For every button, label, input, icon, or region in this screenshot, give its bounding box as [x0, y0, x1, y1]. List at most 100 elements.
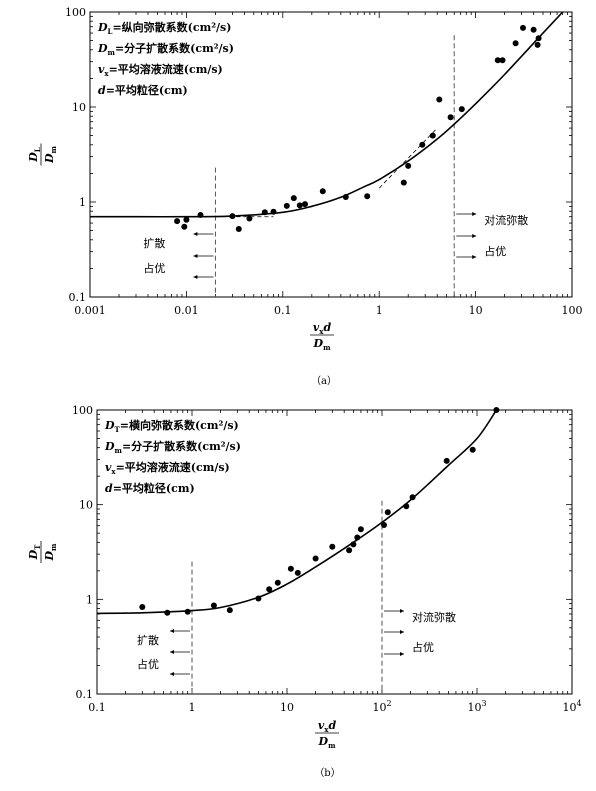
data-point [319, 188, 326, 195]
y-label-symbol: D [27, 152, 40, 163]
left-arrow-head [193, 254, 198, 258]
y-tick-label: 100 [65, 6, 86, 19]
y-label-denominator: Dm [43, 543, 58, 562]
x-tick-base: 1 [189, 701, 196, 714]
x-tick-label: 1 [376, 304, 383, 317]
data-point [139, 604, 146, 610]
data-point [164, 609, 171, 616]
x-label-subscript: m [323, 343, 331, 352]
data-point [274, 579, 281, 586]
x-label-symbol: d [328, 719, 336, 732]
x-tick-exponent: 4 [576, 699, 581, 708]
data-point [235, 226, 242, 232]
legend-symbol: v [98, 63, 105, 76]
y-tick-label: 0.1 [76, 688, 94, 701]
y-label-subscript: m [49, 145, 58, 153]
y-label-subscript: m [49, 543, 58, 551]
data-point [409, 494, 416, 501]
data-point [403, 503, 410, 510]
y-label-numerator: DL [27, 147, 42, 163]
legend-text: =平均溶液流速(cm/s) [116, 460, 230, 474]
legend-symbol: D [104, 419, 115, 432]
data-point [302, 201, 308, 208]
x-tick-base: 10 [372, 701, 386, 714]
legend-subscript: T [115, 425, 121, 434]
data-point [447, 114, 454, 121]
annotation-right: 对流弥散 [412, 610, 456, 624]
left-arrow-head [170, 672, 174, 676]
data-point [436, 96, 443, 103]
x-label-denominator: Dm [318, 735, 337, 750]
x-label-subscript: x [324, 725, 329, 734]
legend-line: vx=平均溶液流速(cm/s) [105, 460, 230, 476]
data-point [287, 565, 294, 572]
y-tick-label: 10 [79, 499, 93, 512]
x-label-numerator: vxd [313, 321, 332, 336]
x-label-symbol: v [318, 719, 325, 732]
x-tick-label: 1 [189, 701, 196, 714]
left-arrow-head [193, 232, 198, 236]
left-arrow-head [170, 650, 174, 654]
annotation-left: 扩散 [143, 236, 165, 250]
legend-line: DT=横向弥散系数(cm²/s) [104, 418, 239, 434]
x-label-subscript: m [328, 741, 336, 750]
x-tick-exponent: 3 [481, 699, 486, 708]
y-label-symbol: D [27, 549, 40, 560]
data-point [261, 209, 268, 216]
data-point [520, 24, 526, 31]
data-point [419, 141, 426, 148]
x-tick-label: 103 [467, 699, 486, 714]
data-point [184, 608, 191, 615]
annotation-right: 对流弥散 [484, 213, 528, 227]
x-tick-label: 10 [469, 304, 483, 317]
data-point [384, 509, 391, 516]
x-tick-label: 0.1 [88, 701, 106, 714]
right-arrow-head [472, 212, 477, 216]
x-tick-label: 0.01 [174, 304, 199, 317]
x-tick-base: 0.1 [88, 701, 106, 714]
legend-line: d=平均粒径(cm) [98, 83, 188, 97]
plot-frame [96, 409, 573, 695]
y-tick-label: 1 [79, 196, 86, 209]
data-point [512, 40, 519, 47]
data-point [493, 407, 500, 413]
right-arrow-head [400, 630, 404, 634]
legend-symbol: d [98, 84, 106, 97]
x-label-symbol: D [313, 337, 324, 350]
right-arrow-head [472, 234, 477, 238]
data-point [534, 41, 541, 48]
data-point [405, 162, 412, 169]
data-point [458, 106, 465, 113]
y-tick-label: 0.1 [69, 291, 87, 304]
y-label-subscript: T [33, 544, 42, 550]
data-point [494, 57, 501, 64]
x-tick-label: 102 [372, 699, 391, 714]
x-label-numerator: vxd [318, 719, 337, 734]
data-point [346, 547, 353, 554]
legend-text: =分子扩散系数(cm²/s) [122, 439, 241, 453]
data-point [197, 212, 204, 218]
data-point [266, 586, 273, 593]
legend-symbol: v [105, 461, 112, 474]
legend-subscript: m [115, 446, 123, 455]
data-point [283, 202, 290, 209]
legend-symbol: D [104, 440, 115, 453]
legend-text: =平均溶液流速(cm/s) [109, 62, 223, 76]
annotation-right: 占优 [484, 244, 506, 258]
legend-symbol: D [97, 42, 108, 55]
annotation-right: 占优 [412, 640, 434, 654]
legend-text: =平均粒径(cm) [113, 481, 195, 495]
data-point [342, 194, 349, 200]
data-point [364, 193, 371, 200]
x-tick-label: 0.1 [274, 304, 292, 317]
y-label-symbol: D [43, 153, 56, 164]
data-point [400, 179, 407, 186]
panel-caption: （b） [314, 767, 340, 779]
data-point [270, 208, 277, 215]
legend-subscript: m [108, 48, 116, 57]
chart-panel-a: 0.001 0.01 0.1 1 10 1000.1110100DLDmvxdDm（a）D… [27, 6, 583, 387]
data-point [226, 607, 233, 614]
